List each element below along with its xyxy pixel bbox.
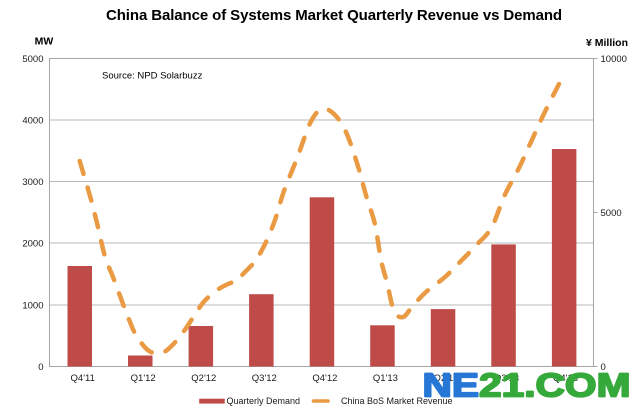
svg-text:Q4'13: Q4'13 [553,373,578,384]
svg-text:Q1'12: Q1'12 [131,373,156,384]
svg-text:Q4'11: Q4'11 [71,373,95,384]
svg-text:Quarterly Demand: Quarterly Demand [227,396,301,406]
svg-text:Q1'13: Q1'13 [373,373,398,384]
svg-text:5000: 5000 [601,208,622,219]
svg-text:10000: 10000 [601,54,627,65]
svg-text:0: 0 [601,362,606,373]
svg-text:Q3'12: Q3'12 [252,373,277,384]
svg-text:Q2'13: Q2'13 [433,373,458,384]
svg-text:Source: NPD Solarbuzz: Source: NPD Solarbuzz [102,71,203,82]
svg-text:NE21.COM: NE21.COM [423,366,631,403]
svg-text:China BoS Market Revenue: China BoS Market Revenue [341,396,453,406]
svg-text:3000: 3000 [22,177,43,188]
svg-text:Q4'12: Q4'12 [312,373,337,384]
svg-text:China Balance of Systems Marke: China Balance of Systems Market Quarterl… [106,7,562,24]
svg-text:0: 0 [38,362,43,373]
svg-text:5000: 5000 [22,54,43,65]
svg-text:Q3'13: Q3'13 [494,373,519,384]
svg-text:2000: 2000 [22,239,43,250]
svg-text:¥ Million: ¥ Million [586,37,628,49]
svg-text:1000: 1000 [22,301,43,312]
svg-text:Q2'12: Q2'12 [191,373,216,384]
svg-text:4000: 4000 [22,116,43,127]
svg-text:MW: MW [35,36,54,48]
